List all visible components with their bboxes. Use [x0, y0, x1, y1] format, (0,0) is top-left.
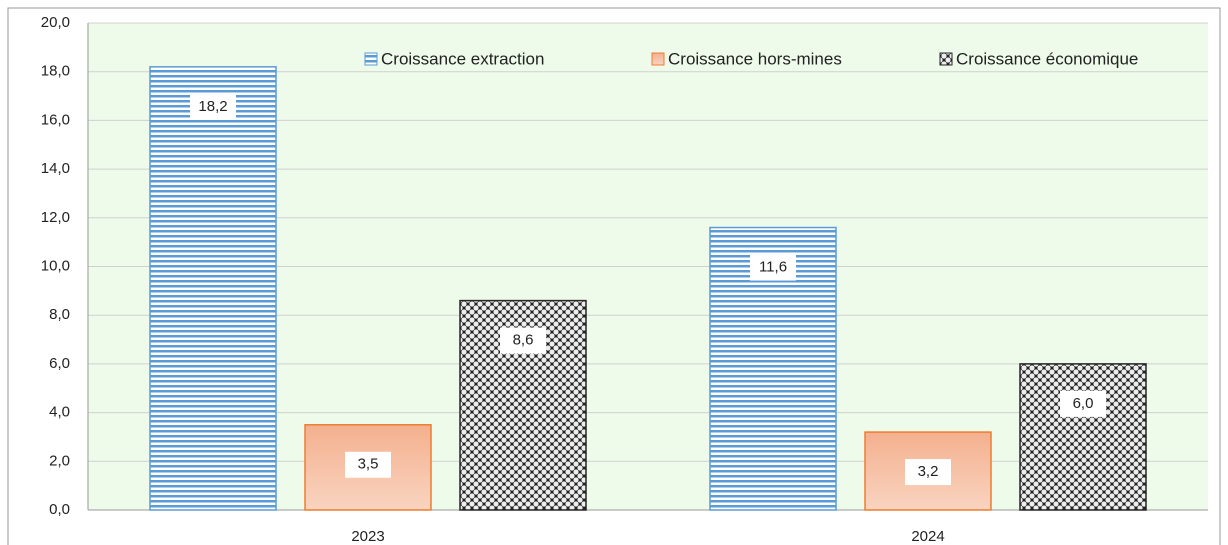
y-tick-label: 2,0: [49, 452, 70, 469]
legend-label: Croissance hors-mines: [668, 49, 842, 68]
bar: [149, 66, 277, 511]
value-label: 3,2: [918, 463, 939, 480]
value-label: 3,5: [358, 456, 379, 473]
legend-swatch: [651, 52, 665, 66]
bar: [709, 226, 837, 511]
value-label-box: [1060, 390, 1106, 417]
value-label-box: [500, 327, 546, 354]
legend-swatch: [939, 52, 953, 66]
value-label: 8,6: [513, 332, 534, 349]
frame: [7, 7, 1221, 545]
y-tick-label: 16,0: [41, 111, 70, 128]
x-tick-label: 2024: [911, 528, 944, 545]
y-tick-label: 6,0: [49, 355, 70, 372]
legend-label: Croissance économique: [956, 49, 1138, 68]
bar: [1019, 363, 1147, 511]
y-tick-label: 14,0: [41, 160, 70, 177]
y-tick-label: 20,0: [41, 14, 70, 31]
y-tick-label: 0,0: [49, 501, 70, 518]
y-tick-label: 18,0: [41, 63, 70, 80]
value-label-box: [750, 254, 796, 281]
value-label-box: [190, 93, 236, 120]
y-tick-label: 12,0: [41, 209, 70, 226]
value-label: 18,2: [198, 98, 227, 115]
y-tick-label: 4,0: [49, 404, 70, 421]
value-label-box: [345, 451, 391, 478]
legend-swatch: [364, 52, 378, 66]
legend-label: Croissance extraction: [381, 49, 544, 68]
value-label: 11,6: [759, 259, 787, 276]
y-tick-label: 8,0: [49, 306, 70, 323]
value-label: 6,0: [1073, 395, 1094, 412]
y-tick-label: 10,0: [41, 257, 70, 274]
x-tick-label: 2023: [351, 528, 384, 545]
value-label-box: [905, 459, 951, 486]
